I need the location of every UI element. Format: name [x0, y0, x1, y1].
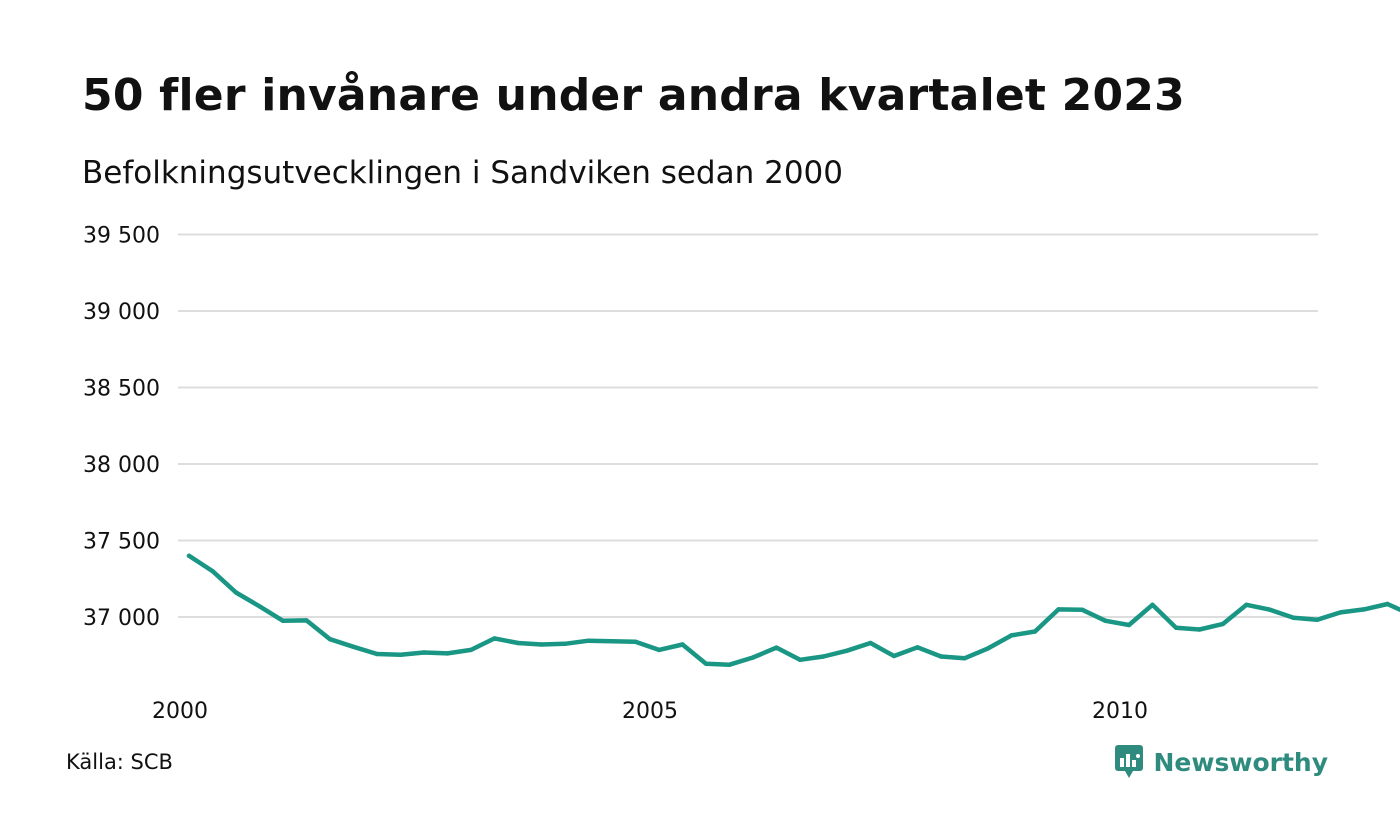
chart-subtitle: Befolkningsutvecklingen i Sandviken seda… [82, 155, 843, 191]
series [186, 553, 1400, 667]
data-point [1009, 633, 1014, 638]
data-point [750, 655, 756, 660]
data-point [1150, 602, 1155, 607]
data-point [868, 640, 873, 646]
x-axis-tick-labels: 20002005201020152020 [152, 699, 1148, 724]
data-point [280, 618, 286, 623]
data-point [1032, 629, 1038, 634]
y-tick-label: 39 500 [83, 224, 160, 249]
data-point [1220, 621, 1226, 627]
data-point [1244, 602, 1249, 607]
data-point [1291, 615, 1296, 620]
data-point [492, 636, 497, 641]
data-point [327, 637, 333, 642]
data-point [257, 604, 262, 609]
data-point [656, 647, 662, 653]
data-point [468, 647, 474, 653]
data-point [938, 654, 944, 659]
data-point [1173, 625, 1179, 630]
chart-title: 50 fler invånare under andra kvartalet 2… [82, 70, 1185, 121]
data-point [1126, 622, 1132, 628]
data-point [210, 568, 215, 574]
data-point [609, 639, 615, 644]
data-point [1103, 618, 1108, 623]
y-tick-label: 37 000 [83, 606, 160, 631]
source-note: Källa: SCB [66, 750, 173, 774]
data-point [351, 644, 356, 649]
data-point [562, 641, 568, 646]
data-point [680, 642, 685, 647]
data-point [304, 618, 309, 623]
brand-logo: Newsworthy [1114, 744, 1329, 780]
y-tick-label: 38 500 [83, 377, 160, 402]
data-point [1079, 607, 1085, 612]
x-tick-label: 2010 [1092, 699, 1148, 724]
y-tick-label: 38 000 [83, 453, 160, 478]
x-tick-label: 2000 [152, 699, 208, 724]
data-point [1361, 607, 1367, 612]
data-point [421, 650, 427, 655]
data-point [539, 642, 544, 647]
data-point [633, 639, 638, 644]
data-point [727, 662, 732, 667]
data-point [398, 652, 403, 657]
y-tick-label: 37 500 [83, 530, 160, 555]
data-point [1314, 617, 1320, 622]
data-point [844, 648, 850, 653]
newsworthy-logo-icon [1114, 745, 1143, 778]
data-point [821, 654, 826, 659]
data-point [774, 645, 779, 650]
data-point [1197, 627, 1202, 632]
data-point [445, 651, 450, 656]
data-points [186, 553, 1390, 667]
data-point [374, 651, 380, 657]
data-point [586, 638, 591, 643]
data-point [985, 646, 991, 651]
data-point [1056, 607, 1061, 612]
data-point [186, 553, 192, 558]
data-point [515, 640, 521, 646]
data-point [233, 590, 239, 595]
data-point [962, 656, 967, 661]
series-line [186, 553, 1400, 667]
data-point [797, 657, 803, 662]
x-tick-label: 2005 [622, 699, 678, 724]
y-axis-tick-labels: 37 000 37 500 38 000 38 500 39 000 39 500 [83, 224, 160, 632]
data-point [1385, 601, 1390, 607]
data-point [891, 653, 897, 659]
data-point [1267, 607, 1273, 612]
data-point [915, 645, 920, 650]
gridlines [178, 233, 1318, 618]
data-point [703, 661, 709, 666]
brand-name: Newsworthy [1153, 747, 1329, 777]
y-tick-label: 39 000 [83, 300, 160, 325]
data-point [1338, 610, 1343, 615]
